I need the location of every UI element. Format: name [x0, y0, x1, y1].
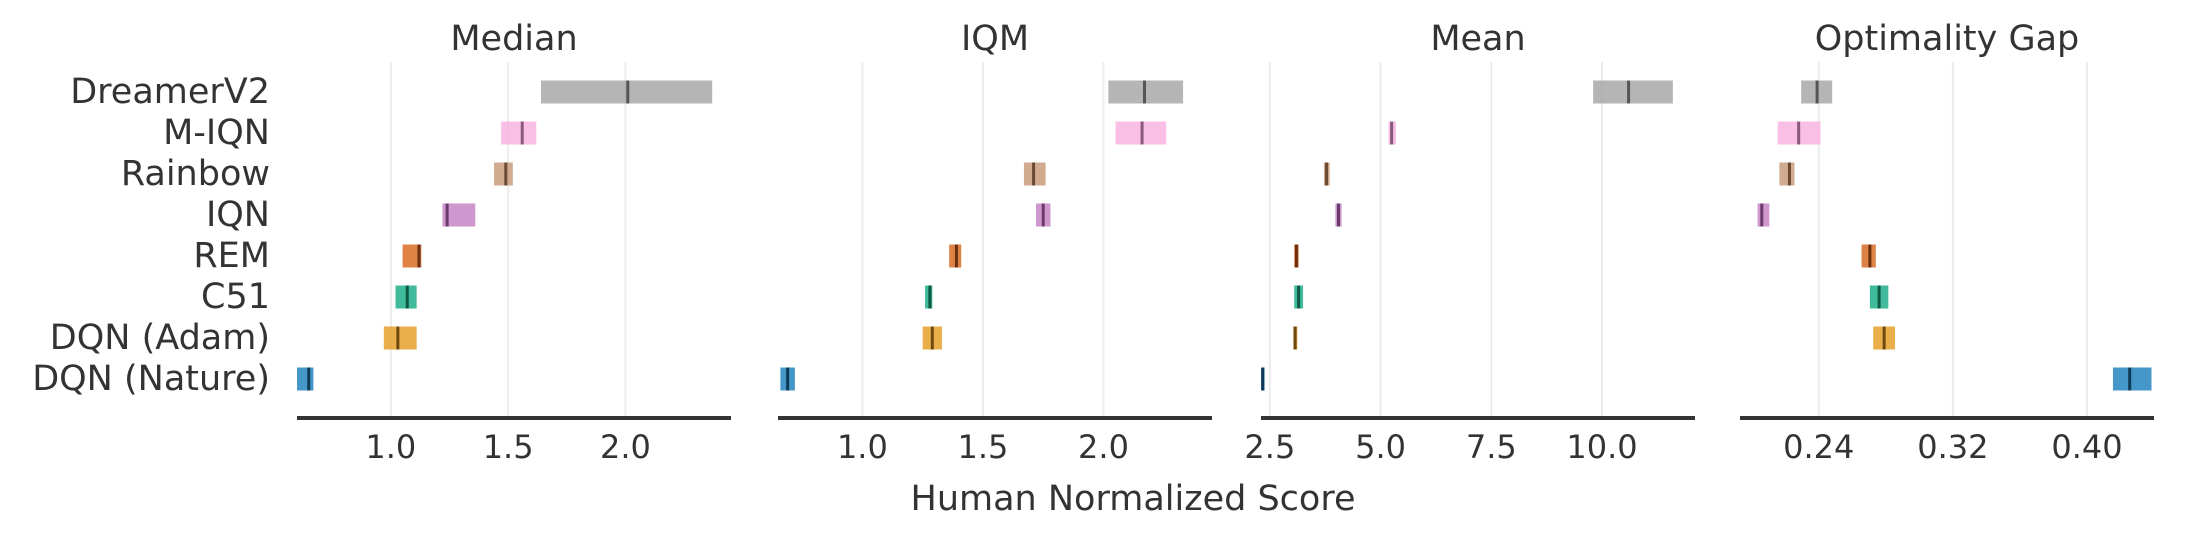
- method-label-c51: C51: [201, 277, 270, 317]
- method-label-rem: REM: [193, 236, 270, 276]
- interval-bar-iqn: [1757, 203, 1770, 227]
- tick-label: 2.0: [1078, 428, 1129, 466]
- interval-bar-rem: [402, 244, 422, 268]
- panel-title: Mean: [1430, 19, 1525, 59]
- tick-label: 2.0: [600, 428, 651, 466]
- tick-label: 1.0: [837, 428, 888, 466]
- method-label-rainbow: Rainbow: [121, 154, 270, 194]
- x-axis-label: Human Normalized Score: [911, 479, 1356, 519]
- tick-label: 5.0: [1355, 428, 1406, 466]
- tick-label: 2.5: [1244, 428, 1295, 466]
- method-label-m-iqn: M-IQN: [163, 113, 270, 153]
- panel-median: Median 1.0 1.5 2.0: [297, 19, 731, 466]
- panel-title: Median: [450, 19, 577, 59]
- method-label-dqn-adam: DQN (Adam): [50, 318, 270, 358]
- panel-mean: Mean 2.5 5.0 7.5 10.0: [1244, 19, 1695, 466]
- tick-label: 7.5: [1466, 428, 1517, 466]
- method-label-dqn-nature: DQN (Nature): [32, 359, 270, 399]
- interval-bar-dqn-adam: [383, 326, 417, 350]
- panel-iqm: IQM 1.0 1.5 2.0: [778, 19, 1212, 466]
- tick-label: 1.0: [365, 428, 416, 466]
- panel-title: IQM: [961, 19, 1029, 59]
- tick-label: 0.24: [1783, 428, 1854, 466]
- tick-label: 0.32: [1917, 428, 1988, 466]
- tick-label: 1.5: [957, 428, 1008, 466]
- panel-optimality-gap: Optimality Gap 0.24 0.32 0.40: [1740, 19, 2154, 466]
- interval-bar-rainbow: [1779, 162, 1795, 186]
- tick-label: 10.0: [1566, 428, 1637, 466]
- panel-title: Optimality Gap: [1815, 19, 2080, 59]
- panels: Median 1.0 1.5 2.0 IQM 1.0 1.5 2.0 Mean 2.5 5.0 7.5…: [297, 19, 2154, 466]
- method-label-dreamerv2: DreamerV2: [70, 72, 270, 112]
- interval-bar-dqn-nature: [297, 367, 314, 391]
- method-label-iqn: IQN: [206, 195, 270, 235]
- interval-bar-dreamerv2: [1593, 80, 1673, 104]
- tick-label: 0.40: [2051, 428, 2122, 466]
- tick-label: 1.5: [483, 428, 534, 466]
- interval-bar-rainbow: [494, 162, 513, 186]
- interval-bar-m-iqn: [501, 121, 537, 145]
- interval-bar-dqn-nature: [2112, 367, 2152, 391]
- interval-bar-iqn: [442, 203, 476, 227]
